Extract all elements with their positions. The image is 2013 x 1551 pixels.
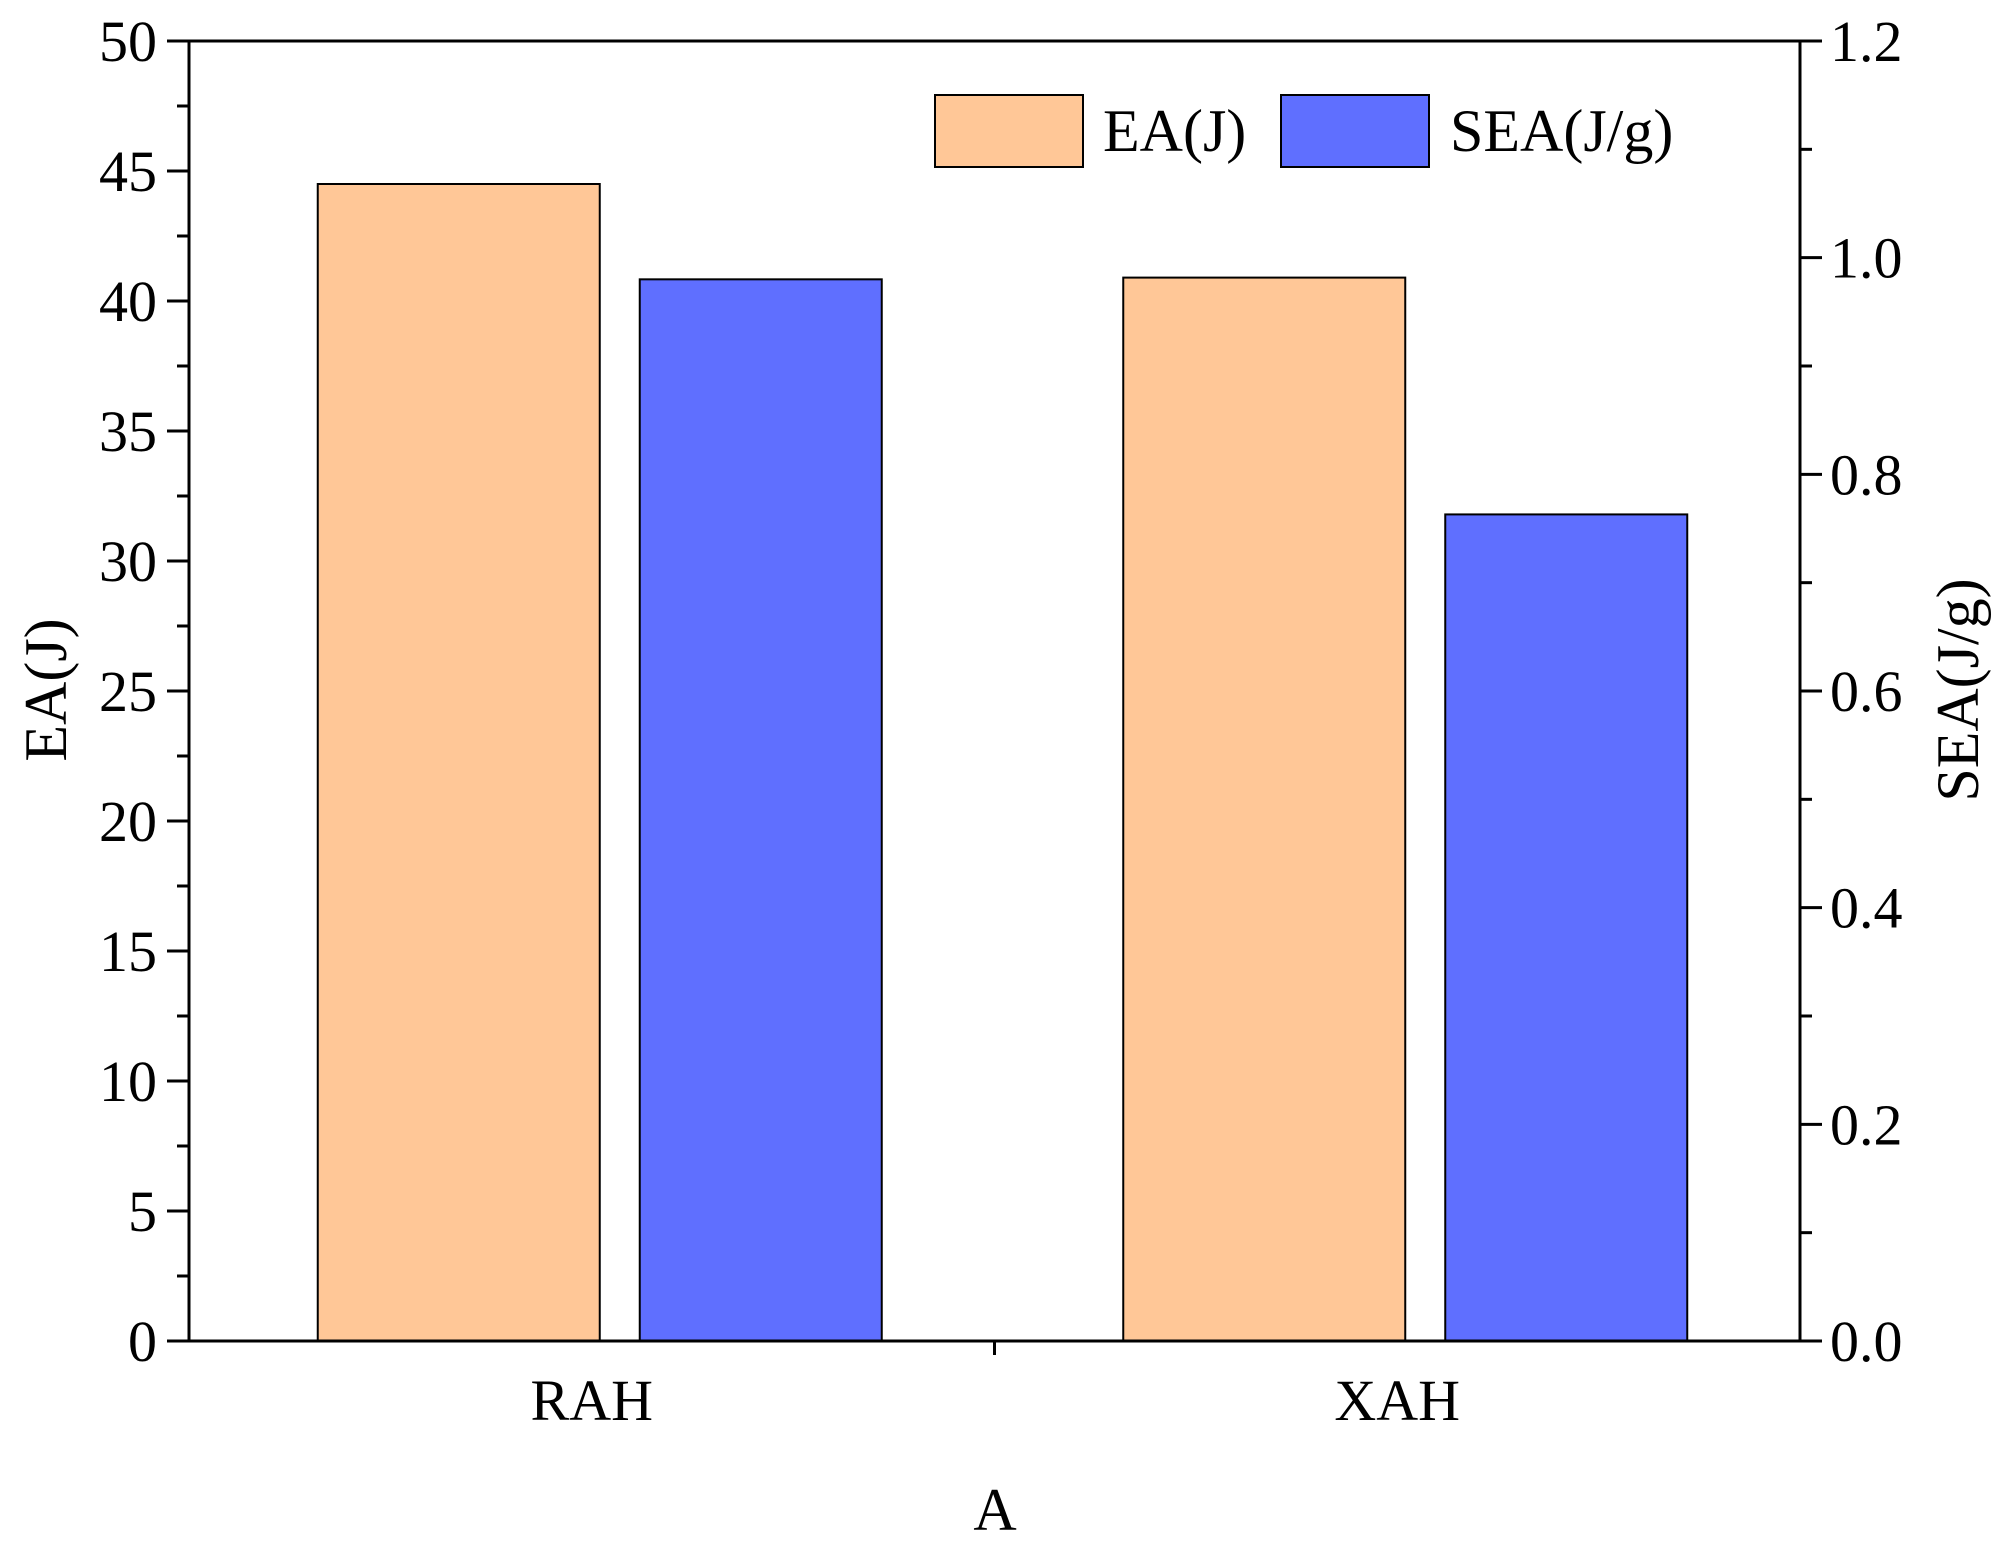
legend-label: SEA(J/g)	[1450, 98, 1673, 164]
bar-seajg-xah	[1444, 513, 1689, 1342]
y-right-tick-label: 0.2	[1830, 1092, 1903, 1157]
x-tick-label: RAH	[531, 1368, 653, 1433]
y-left-tick-label: 40	[99, 269, 157, 334]
legend-label: EA(J)	[1103, 98, 1246, 164]
y-right-tick-label: 0.6	[1830, 659, 1903, 724]
y-right-tick-label: 1.0	[1830, 226, 1903, 291]
y-left-tick-label: 5	[128, 1179, 157, 1244]
y-left-tick-label: 10	[99, 1049, 157, 1114]
y-right-tick-label: 0.0	[1830, 1309, 1903, 1374]
y-left-axis-title: EA(J)	[13, 618, 79, 761]
y-right-tick-label: 1.2	[1830, 9, 1903, 74]
y-right-axis-title: SEA(J/g)	[1925, 578, 1991, 801]
bar-eaj-xah	[1122, 276, 1407, 1343]
y-right-tick-label: 0.8	[1830, 442, 1903, 507]
y-left-tick-label: 50	[99, 9, 157, 74]
y-left-tick-label: 30	[99, 529, 157, 594]
plot-frame	[187, 39, 1802, 1343]
x-tick-label: XAH	[1334, 1368, 1460, 1433]
y-left-tick-label: 15	[99, 919, 157, 984]
legend-swatch	[1280, 94, 1430, 168]
y-left-tick-label: 35	[99, 399, 157, 464]
y-right-tick-label: 0.4	[1830, 876, 1903, 941]
legend: EA(J) SEA(J/g)	[934, 94, 1673, 168]
bar-eaj-rah	[316, 183, 601, 1342]
axis-ticks	[167, 39, 1822, 1355]
bars	[316, 183, 1689, 1343]
legend-swatch	[934, 94, 1084, 168]
y-left-tick-label: 0	[128, 1309, 157, 1374]
tick-labels: 0 5 10 15 20 25 30 35 40 45 50 0.0 0.2 0.4 0.6 0.8 1.0 1.…	[99, 9, 1903, 1433]
x-axis-title: A	[973, 1477, 1016, 1543]
bar-seajg-rah	[638, 278, 883, 1342]
y-left-tick-label: 25	[99, 659, 157, 724]
y-left-tick-label: 20	[99, 789, 157, 854]
y-left-tick-label: 45	[99, 139, 157, 204]
